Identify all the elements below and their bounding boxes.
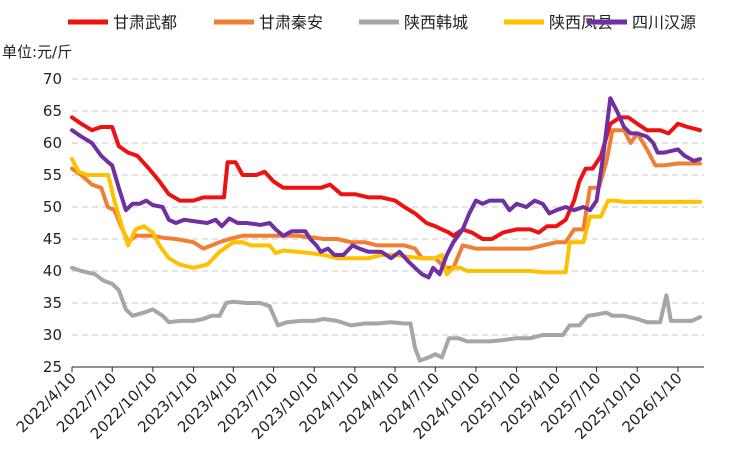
y-tick-label: 70 xyxy=(43,70,62,88)
y-tick-label: 40 xyxy=(43,262,62,280)
legend-label: 陕西韩城 xyxy=(404,13,468,32)
y-tick-label: 30 xyxy=(43,326,62,344)
legend-label: 四川汉源 xyxy=(632,13,696,32)
series-line-四川汉源 xyxy=(70,96,702,280)
series-lines xyxy=(70,96,702,363)
series-line-甘肃秦安 xyxy=(70,128,702,270)
y-tick-label: 45 xyxy=(43,230,62,248)
x-axis-ticks: 2022/4/102022/7/102022/10/102023/1/10202… xyxy=(13,367,686,443)
series-line-甘肃武都 xyxy=(70,115,702,241)
series-line-陕西凤县 xyxy=(70,157,702,277)
legend-label: 陕西凤县 xyxy=(549,13,613,32)
y-tick-label: 25 xyxy=(43,358,62,376)
y-tick-label: 35 xyxy=(43,294,62,312)
y-tick-label: 65 xyxy=(43,102,62,120)
y-tick-label: 50 xyxy=(43,198,62,216)
y-tick-label: 55 xyxy=(43,166,62,184)
y-axis-label: 单位:元/斤 xyxy=(2,43,72,61)
y-tick-label: 60 xyxy=(43,134,62,152)
y-axis-ticks: 25 30 35 40 45 50 55 60 65 70 xyxy=(43,70,62,376)
series-line-陕西韩城 xyxy=(70,265,702,363)
legend-label: 甘肃武都 xyxy=(113,13,177,32)
legend: 甘肃武都 甘肃秦安 陕西韩城 陕西凤县 四川汉源 xyxy=(68,13,696,32)
legend-label: 甘肃秦安 xyxy=(259,13,323,32)
